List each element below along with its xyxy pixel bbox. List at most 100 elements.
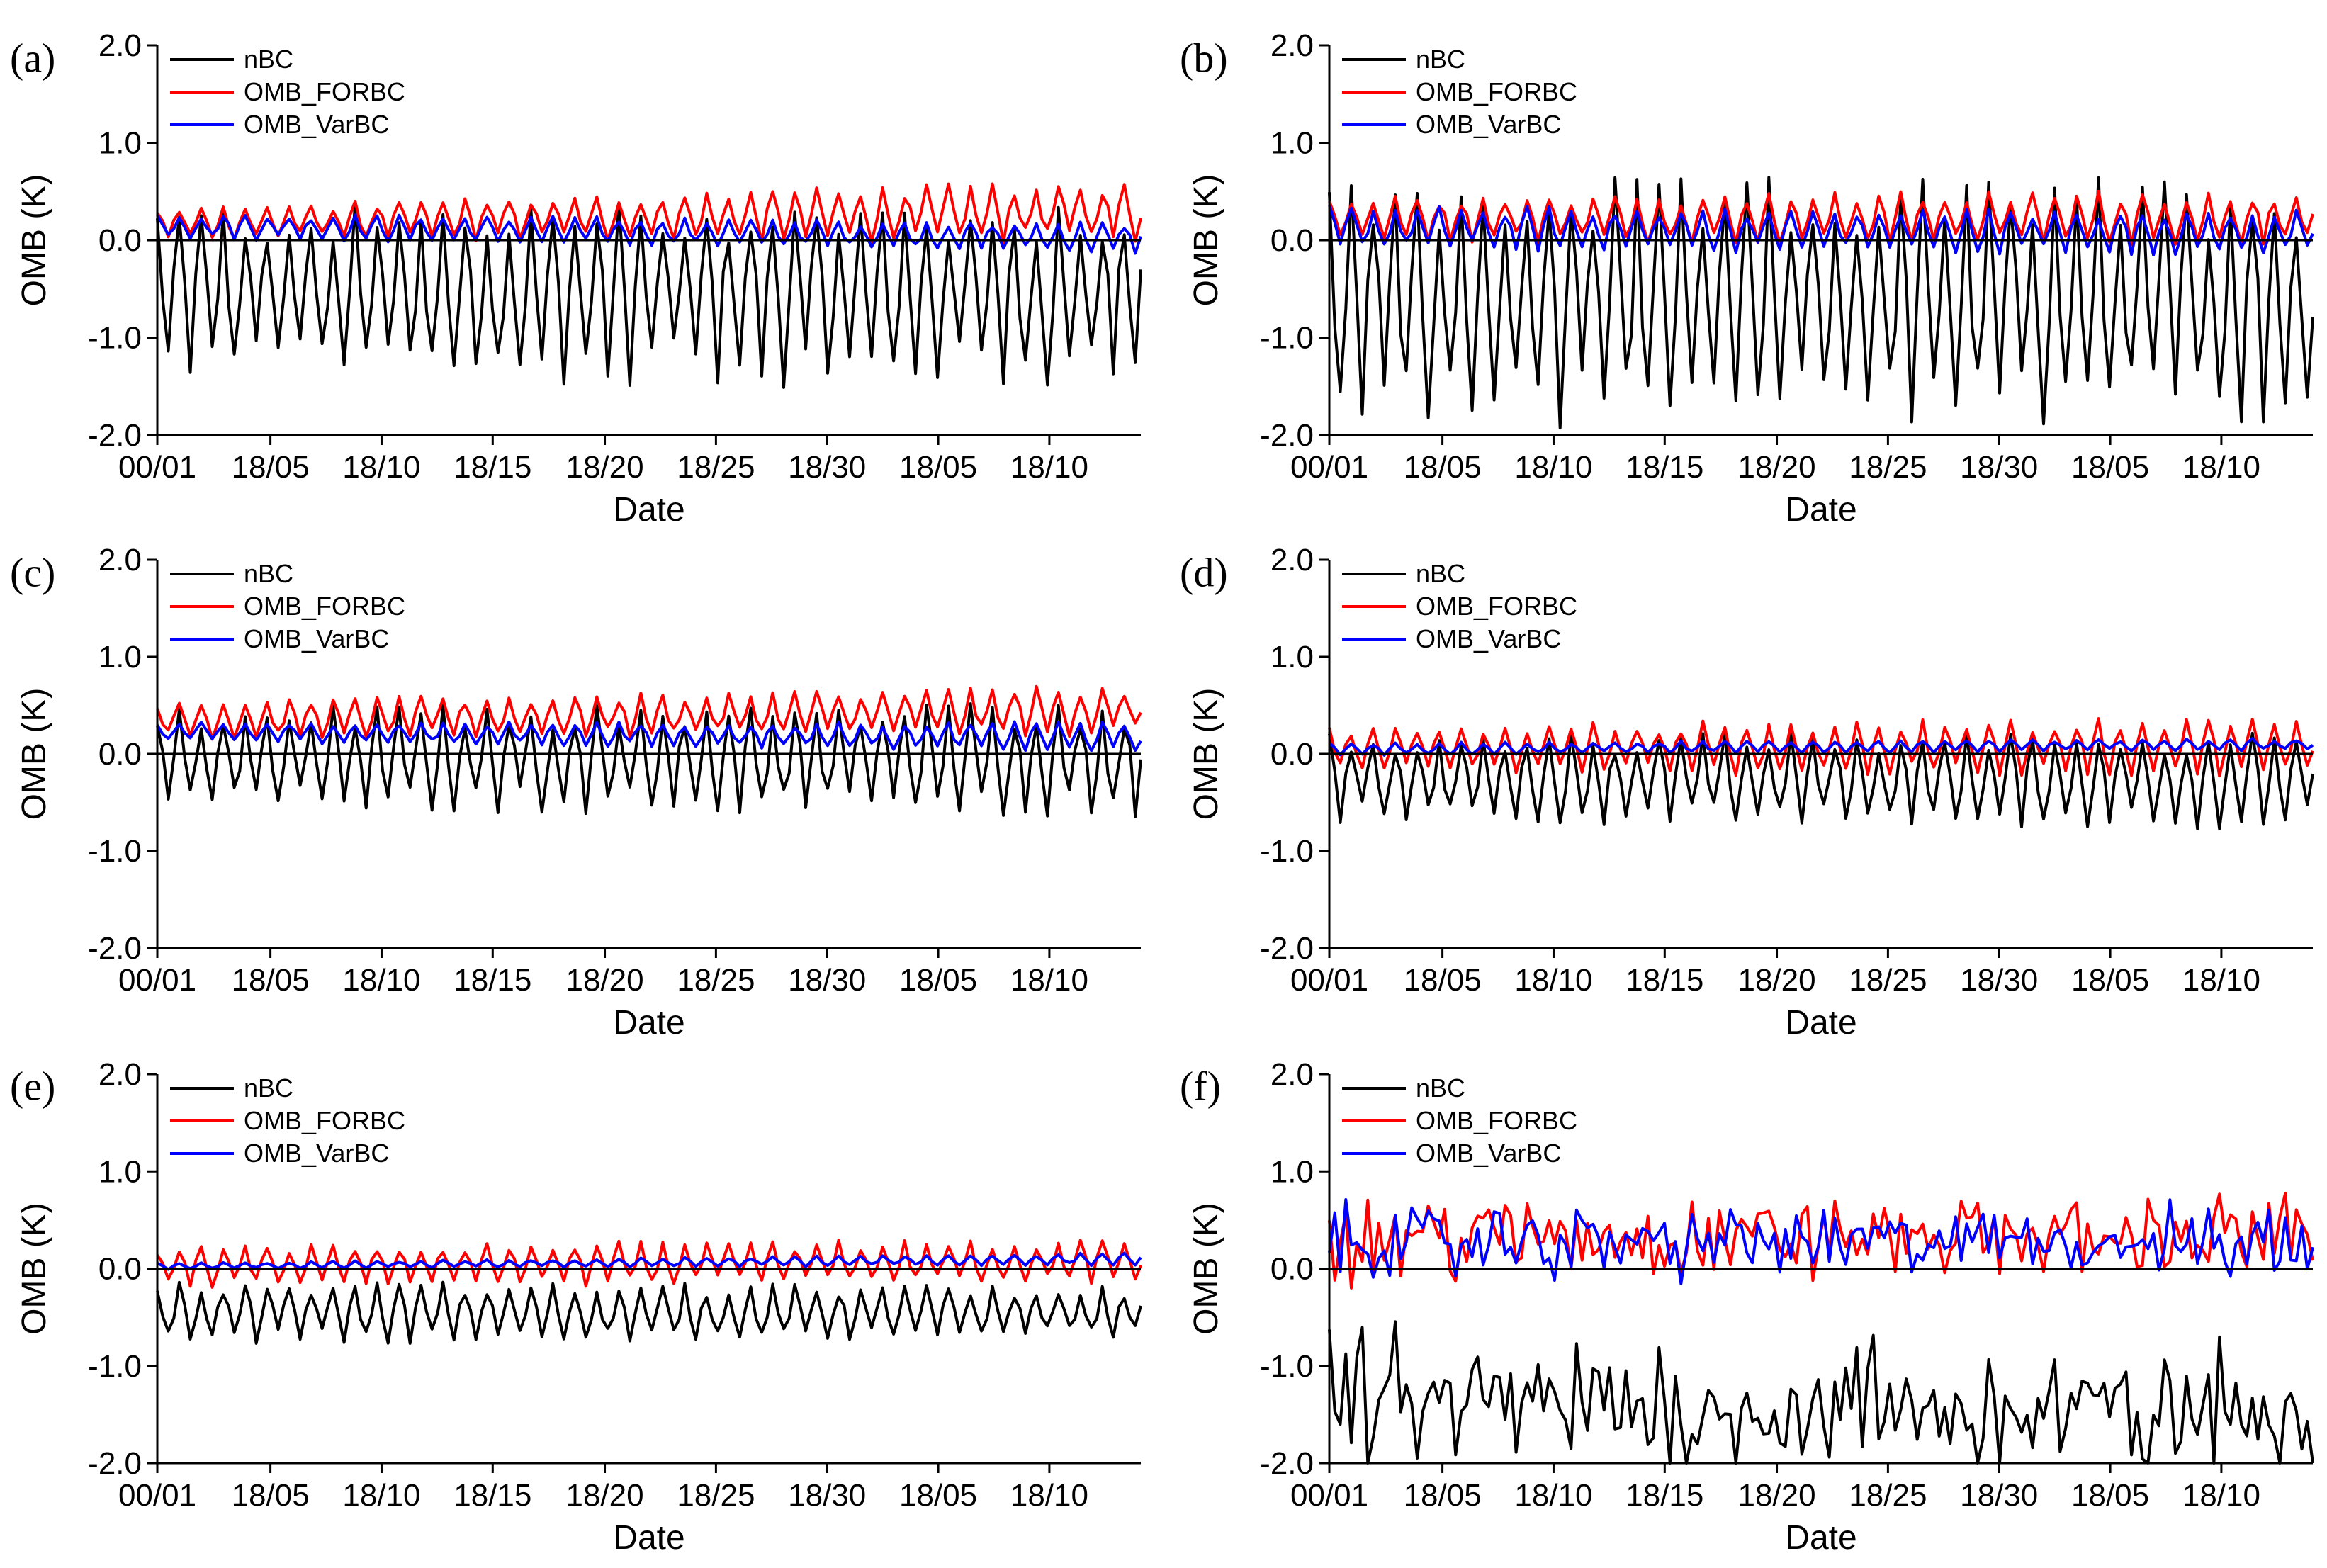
x-tick-label: 18/25 [1849,450,1927,485]
legend-entry: OMB_VarBC [244,1139,389,1168]
y-tick-label: 2.0 [98,543,142,577]
x-axis-label: Date [1785,491,1856,529]
y-tick-label: -2.0 [1260,931,1314,966]
y-tick-label: 1.0 [1270,640,1314,675]
x-tick-label: 00/01 [1290,963,1368,998]
x-axis-label: Date [613,491,684,529]
x-tick-label: 18/15 [1625,450,1703,485]
x-tick-label: 00/01 [118,450,196,485]
y-tick-label: 2.0 [1270,28,1314,63]
x-tick-label: 18/10 [1514,963,1592,998]
x-tick-label: 18/05 [899,1478,977,1513]
x-tick-label: 18/10 [2182,963,2260,998]
panel-label: (b) [1180,35,1228,81]
x-tick-label: 18/10 [342,963,420,998]
y-tick-label: -2.0 [88,931,142,966]
x-tick-label: 18/10 [1514,450,1592,485]
panel-label: (c) [10,549,55,595]
y-axis-label: OMB (K) [1188,1202,1225,1335]
y-tick-label: 1.0 [98,640,142,675]
legend-entry: OMB_VarBC [244,624,389,653]
legend-entry: OMB_VarBC [244,110,389,139]
series-line-nBC [156,1280,1142,1345]
x-tick-label: 18/05 [232,450,310,485]
y-axis-label: OMB (K) [16,174,53,307]
x-tick-label: 18/15 [453,450,531,485]
series-line-OMB_FORBC [156,1239,1142,1289]
panel-label: (e) [10,1063,55,1109]
x-tick-label: 18/05 [1404,450,1482,485]
x-tick-label: 18/05 [2071,1478,2149,1513]
legend-entry: nBC [1416,45,1465,74]
y-tick-label: 0.0 [98,223,142,258]
y-tick-label: 1.0 [1270,1154,1314,1189]
y-tick-label: -1.0 [1260,321,1314,356]
x-tick-label: 18/25 [677,963,755,998]
x-tick-label: 18/30 [788,450,866,485]
legend-entry: OMB_FORBC [1416,1106,1577,1135]
y-axis-label: OMB (K) [1188,688,1225,820]
x-tick-label: 18/15 [1625,963,1703,998]
x-tick-label: 18/25 [1849,1478,1927,1513]
y-tick-label: -1.0 [1260,834,1314,869]
x-axis-label: Date [1785,1004,1856,1042]
chart-panel-a: (a) -2.0 -1.0 0.0 1.0 2.0 00/01 18/05 18/10 18/15… [10,28,1142,529]
x-tick-label: 18/20 [565,450,643,485]
x-tick-label: 00/01 [1290,450,1368,485]
x-tick-label: 18/10 [342,1478,420,1513]
y-tick-label: 2.0 [98,28,142,63]
x-tick-label: 18/05 [232,963,310,998]
x-tick-label: 18/20 [565,963,643,998]
y-tick-label: 2.0 [98,1057,142,1092]
chart-panel-c: (c) -2.0 -1.0 0.0 1.0 2.0 00/01 18/05 18/10 18/15… [10,543,1142,1042]
x-tick-label: 18/15 [453,963,531,998]
x-tick-label: 00/01 [1290,1478,1368,1513]
x-tick-label: 18/05 [2071,450,2149,485]
x-axis-label: Date [613,1519,684,1557]
legend-entry: nBC [1416,1073,1465,1102]
legend-entry: OMB_FORBC [1416,592,1577,621]
x-tick-label: 18/25 [677,1478,755,1513]
y-tick-label: 2.0 [1270,1057,1314,1092]
x-tick-label: 18/10 [1010,1478,1088,1513]
y-tick-label: 0.0 [98,737,142,772]
y-axis-label: OMB (K) [1188,174,1225,307]
y-tick-label: 0.0 [1270,223,1314,258]
legend-entry: OMB_FORBC [1416,77,1577,106]
series-line-OMB_VarBC [157,1251,1142,1271]
x-tick-label: 18/30 [1960,450,2038,485]
x-tick-label: 18/20 [1737,450,1815,485]
series-line-OMB_FORBC [1328,717,2314,778]
y-tick-label: -1.0 [88,834,142,869]
x-tick-label: 18/05 [899,450,977,485]
legend-entry: OMB_VarBC [1416,110,1561,139]
legend-entry: OMB_VarBC [1416,1139,1561,1168]
y-tick-label: 0.0 [98,1252,142,1287]
legend-entry: nBC [244,45,293,74]
y-tick-label: 2.0 [1270,543,1314,577]
y-tick-label: 1.0 [98,126,142,161]
chart-panel-b: (b) -2.0 -1.0 0.0 1.0 2.0 00/01 18/05 18/10 18/15… [1180,28,2314,529]
series-line-nBC [1328,1320,2314,1465]
y-tick-label: 1.0 [98,1154,142,1189]
x-tick-label: 18/30 [1960,963,2038,998]
series-line-OMB_FORBC [1328,189,2314,247]
x-tick-label: 18/10 [2182,1478,2260,1513]
x-tick-label: 18/05 [1404,1478,1482,1513]
panel-label: (d) [1180,549,1228,595]
x-tick-label: 18/15 [1625,1478,1703,1513]
x-tick-label: 18/30 [1960,1478,2038,1513]
y-tick-label: 0.0 [1270,1252,1314,1287]
x-tick-label: 18/10 [1010,963,1088,998]
x-tick-label: 18/05 [1404,963,1482,998]
y-tick-label: 1.0 [1270,126,1314,161]
x-tick-label: 18/05 [2071,963,2149,998]
series-line-nBC [156,702,1142,818]
y-tick-label: -2.0 [88,1446,142,1481]
chart-panel-d: (d) -2.0 -1.0 0.0 1.0 2.0 00/01 18/05 18/10 18/15… [1180,543,2314,1042]
legend-entry: nBC [244,559,293,588]
series-line-OMB_VarBC [1328,205,2314,256]
x-tick-label: 18/05 [232,1478,310,1513]
x-tick-label: 18/25 [677,450,755,485]
